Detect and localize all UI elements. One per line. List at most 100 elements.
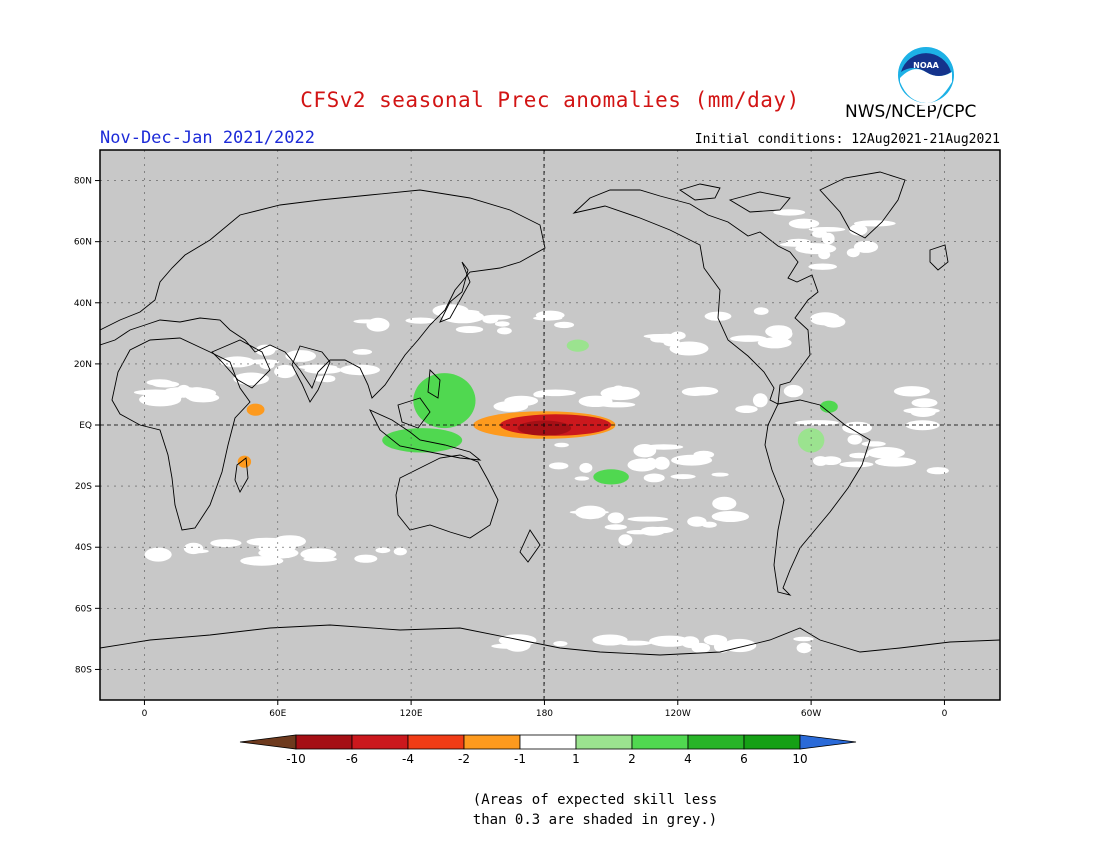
longitude-labels: 0 60E 120E 180 120W 60W 0 [142,709,948,719]
near-normal-patch [493,400,529,412]
coast-north-america [572,189,819,405]
near-normal-patch [303,556,337,562]
near-normal-patch [867,447,905,459]
coast-africa [111,337,251,531]
coast-arctic-islands [678,183,791,213]
coast-japan [439,261,471,323]
near-normal-areas [133,209,949,654]
near-normal-patch [893,386,930,397]
latitude-label: 80S [75,665,92,675]
coast-borneo [397,397,431,429]
near-normal-patch [849,452,869,459]
near-normal-patch [144,547,172,562]
near-normal-patch [533,316,563,321]
initial-conditions-label: Initial conditions: 12Aug2021-21Aug2021 [694,132,1000,147]
near-normal-patch [633,444,657,458]
near-normal-patch [853,220,896,227]
near-normal-patch [730,335,767,342]
near-normal-patch [813,456,828,466]
chart-title: CFSv2 seasonal Prec anomalies (mm/day) [300,88,800,112]
near-normal-patch [258,547,299,559]
near-normal-patch [874,457,917,467]
near-normal-patch [788,218,820,229]
near-normal-patch [669,341,709,356]
coast-philippines [427,369,441,399]
anomaly-patch [517,420,572,436]
longitude-label: 0 [942,709,948,719]
coast-india [291,345,331,403]
near-normal-patch [839,461,874,468]
colorbar-label: 10 [792,752,807,766]
near-normal-patch [554,321,575,329]
skill-note-line-2: than 0.3 are shaded in grey.) [472,812,718,828]
near-normal-patch [812,229,828,238]
latitude-label: 20N [74,360,92,370]
latitude-label: 20S [75,482,92,492]
near-normal-patch [183,542,204,555]
near-normal-patch [618,534,633,546]
colorbar-swatch [519,734,577,750]
longitude-label: 180 [536,709,553,719]
near-normal-patch [210,539,242,548]
colorbar-label: -2 [458,752,470,766]
near-normal-patch [339,364,380,376]
near-normal-patch [670,331,686,340]
near-normal-patch [285,350,317,362]
longitude-label: 60E [269,709,286,719]
near-normal-patch [735,405,758,414]
noaa-logo: NOAA [895,44,957,106]
coast-greenland [819,171,906,239]
longitude-label: 120W [665,709,691,719]
latitude-label: 40N [74,299,92,309]
latitude-label: EQ [79,421,92,431]
near-normal-patch [849,224,868,236]
near-normal-patch [853,240,879,253]
near-normal-patch [304,366,343,374]
near-normal-patch [796,642,812,654]
colorbar-swatch [351,734,409,750]
near-normal-patch [604,524,627,530]
near-normal-patch [861,441,886,447]
logo-lettering: NOAA [913,61,939,70]
near-normal-patch [847,434,863,445]
anomaly-patch [237,455,252,468]
near-normal-patch [653,456,670,470]
anomaly-patch [593,469,629,485]
near-normal-patch [726,513,749,521]
colorbar-label: -6 [346,752,358,766]
near-normal-patch [691,642,711,654]
near-normal-patch [671,454,713,466]
longitude-label: 120E [400,709,423,719]
season-label: Nov-Dec-Jan 2021/2022 [100,128,315,148]
colorbar-label: -10 [286,752,306,766]
latitude-labels: 80N 60N 40N 20N EQ 20S 40S 60S 80S [74,177,92,676]
near-normal-patch [579,462,593,473]
near-normal-patch [712,496,737,511]
near-normal-patch [670,474,696,480]
anomaly-patch [820,400,838,413]
coast-australia [395,454,499,539]
latitude-label: 60S [75,604,92,614]
near-normal-patch [723,638,757,653]
colorbar-label: 1 [572,752,580,766]
near-normal-patch [795,420,839,426]
near-normal-patch [375,547,391,554]
coast-indonesia [369,409,482,461]
near-normal-patch [553,641,568,647]
coast-uk [929,244,949,271]
coast-new-zealand [519,529,541,563]
near-normal-patch [152,381,180,388]
near-normal-patch [773,209,806,216]
near-normal-patch [926,467,949,475]
near-normal-patch [612,385,625,394]
near-normal-patch [663,339,681,347]
near-normal-patch [757,337,792,349]
near-normal-patch [626,530,651,535]
near-normal-patch [554,442,569,448]
coast-south-america [764,399,871,596]
colorbar-swatch [407,734,465,750]
near-normal-patch [783,384,804,398]
skill-note: (Areas of expected skill less than 0.3 a… [395,790,795,830]
near-normal-patch [143,394,170,399]
